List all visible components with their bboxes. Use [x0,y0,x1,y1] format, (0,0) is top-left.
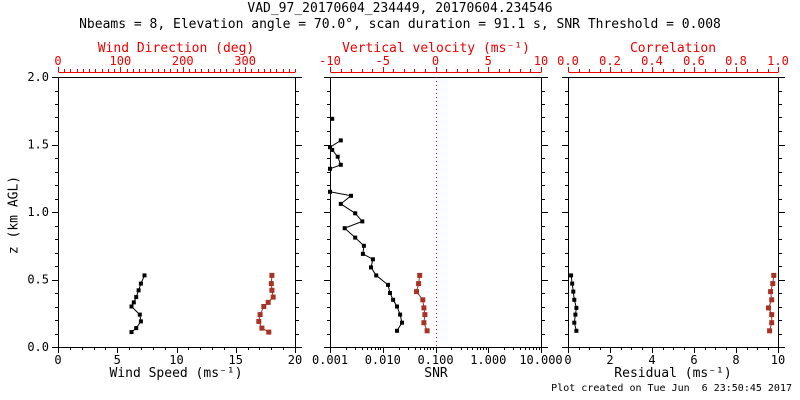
snr-axis-title: SNR [424,366,448,381]
svg-text:0.8: 0.8 [725,54,747,68]
figure-title: VAD_97_20170604_234449, 20170604.234546 [247,1,553,16]
x-top-axis: 0 100 200 300 [54,54,296,73]
svg-text:0: 0 [432,54,439,68]
series-residual [569,273,579,333]
y-axis: 0.0 0.5 1.0 1.5 2.0 [27,70,302,354]
svg-text:8: 8 [732,353,739,367]
svg-text:300: 300 [234,54,256,68]
svg-text:0.010: 0.010 [365,353,401,367]
x-top-axis: 0.0 0.2 0.4 0.6 0.8 1.0 [557,54,789,73]
residual-axis-title: Residual (ms⁻¹) [614,366,732,381]
svg-text:0.6: 0.6 [683,54,705,68]
wind-direction-axis-title: Wind Direction (deg) [97,41,255,56]
svg-text:0.0: 0.0 [27,340,49,354]
series-wind-direction [256,272,276,335]
svg-text:200: 200 [172,54,194,68]
svg-text:0: 0 [54,353,61,367]
svg-text:20: 20 [288,353,302,367]
wind-speed-axis-title: Wind Speed (ms⁻¹) [109,366,243,381]
correlation-axis-title: Correlation [629,41,717,56]
svg-text:15: 15 [229,353,243,367]
svg-text:-10: -10 [319,54,341,68]
svg-text:0.100: 0.100 [417,353,453,367]
x-bottom-axis: 0 2 4 6 8 10 [564,347,785,367]
svg-text:2: 2 [606,353,613,367]
svg-text:1.5: 1.5 [27,138,49,152]
svg-text:100: 100 [110,54,132,68]
svg-text:-5: -5 [376,54,390,68]
y-axis [562,77,785,348]
svg-text:10.000: 10.000 [519,353,562,367]
svg-text:10: 10 [534,54,548,68]
vertical-velocity-axis-title: Vertical velocity (ms⁻¹) [342,41,530,56]
svg-text:10: 10 [771,353,785,367]
svg-text:5: 5 [485,54,492,68]
svg-text:0.2: 0.2 [599,54,621,68]
series-snr-upper [328,138,343,171]
svg-text:1.0: 1.0 [767,54,789,68]
svg-text:2.0: 2.0 [27,70,49,84]
svg-text:5: 5 [114,353,121,367]
series-snr-isolated [330,116,335,121]
x-bottom-axis: 0 5 10 15 20 [54,347,302,367]
series-snr-profile [328,189,404,333]
svg-text:0.5: 0.5 [27,273,49,287]
svg-text:6: 6 [690,353,697,367]
panel-residual: 0 2 4 6 8 10 0.0 0.2 0.4 0.6 0.8 1.0 [557,54,789,367]
svg-text:0: 0 [54,54,61,68]
x-bottom-axis: 0.001 0.010 0.100 1.000 10.000 [312,347,563,367]
panel-snr: 0.001 0.010 0.100 1.000 10.000 -10 -5 0 5 10 [312,54,563,367]
svg-text:10: 10 [169,353,183,367]
svg-text:0.001: 0.001 [312,353,348,367]
svg-text:4: 4 [648,353,655,367]
svg-text:1.000: 1.000 [470,353,506,367]
svg-text:0: 0 [564,353,571,367]
series-wind-speed [129,273,147,335]
svg-text:0.4: 0.4 [641,54,663,68]
svg-text:1.0: 1.0 [27,205,49,219]
created-timestamp: Plot created on Tue Jun 6 23:50:45 2017 [551,383,792,394]
svg-text:0.0: 0.0 [557,54,579,68]
figure-subtitle: Nbeams = 8, Elevation angle = 70.0°, sca… [79,17,721,32]
x-top-axis: -10 -5 0 5 10 [319,54,548,73]
series-vertical-velocity [414,272,430,334]
series-correlation [766,272,777,334]
